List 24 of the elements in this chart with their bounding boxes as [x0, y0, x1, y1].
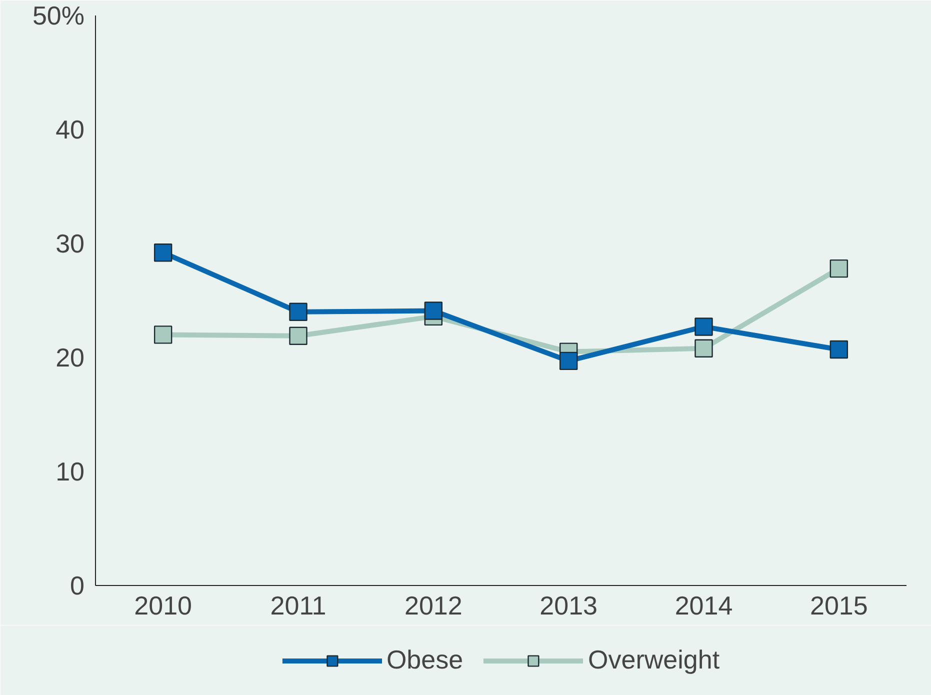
- point: [424, 302, 443, 320]
- y-tick-label: 0: [70, 570, 85, 600]
- x-tick-label: 2015: [810, 590, 868, 620]
- point: [694, 339, 713, 358]
- point: [289, 302, 308, 321]
- y-tick-label: 30: [56, 228, 84, 258]
- x-tick-label: 2010: [134, 590, 192, 620]
- point: [830, 340, 848, 359]
- x-tick-label: 2011: [270, 590, 326, 620]
- x-tick-label: 2013: [540, 590, 598, 620]
- legend-label: Obese: [386, 644, 464, 676]
- y-tick-label: 50%: [32, 0, 85, 30]
- point: [694, 318, 713, 336]
- point: [830, 259, 848, 278]
- legend-label: Overweight: [588, 644, 720, 676]
- x-tick-label: 2012: [404, 590, 462, 620]
- x-tick-label: 2014: [674, 590, 733, 620]
- point: [289, 326, 308, 345]
- point: [559, 352, 578, 370]
- point: [154, 244, 172, 262]
- y-tick-label: 10: [56, 456, 84, 486]
- y-tick-label: 40: [56, 114, 84, 144]
- point: [154, 326, 172, 344]
- y-tick-label: 20: [56, 342, 84, 372]
